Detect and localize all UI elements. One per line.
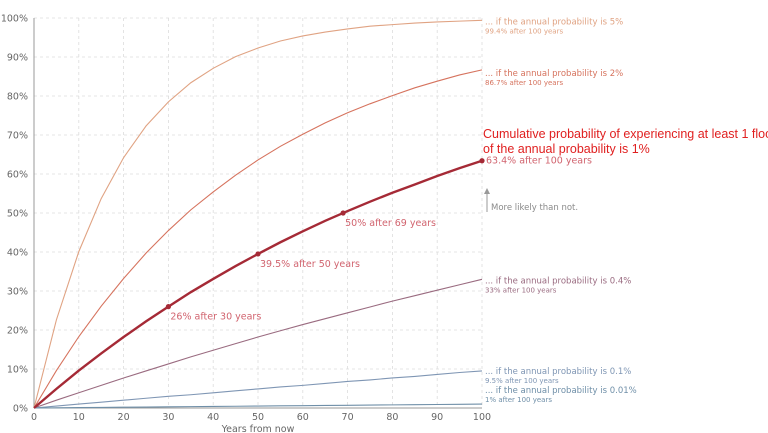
y-tick-label: 30% [7,287,28,298]
y-tick-label: 20% [7,326,28,337]
y-tick-label: 50% [7,209,28,220]
x-tick-label: 100 [473,412,491,423]
x-tick-label: 10 [73,412,85,423]
arrow-up-icon [484,188,490,194]
point-label: 26% after 30 years [170,312,261,323]
x-tick-label: 60 [297,412,309,423]
headline-line-1: Cumulative probability of experiencing a… [483,127,768,141]
series-line-3 [33,370,483,409]
x-tick-label: 40 [207,412,219,423]
y-tick-label: 90% [7,53,28,64]
point-label: 50% after 69 years [345,218,436,229]
x-tick-label: 70 [342,412,354,423]
series-layer [33,19,485,409]
y-tick-label: 100% [1,14,28,25]
series-sublabel-1pct: 63.4% after 100 years [486,156,592,167]
x-tick-label: 80 [386,412,398,423]
axis-layer: Years from now 0 10 20 30 40 50 60 70 80 90 100 0% 1… [1,14,491,433]
x-tick-label: 20 [118,412,130,423]
series-line-2 [33,278,483,409]
series-sublabel-4: 1% after 100 years [485,396,552,404]
series-sublabel-1: 86.7% after 100 years [485,79,563,87]
y-tick-label: 40% [7,248,28,259]
series-line-4 [33,403,483,409]
x-tick-label: 90 [431,412,443,423]
series-label-3: ... if the annual probability is 0.1% [485,367,631,377]
series-sublabel-2: 33% after 100 years [485,286,557,294]
series-line-1 [33,69,483,409]
x-tick-label: 0 [31,412,37,423]
x-tick-label: 30 [162,412,174,423]
headline-line-2: of the annual probability is 1% [483,142,650,156]
series-label-0: ... if the annual probability is 5% [485,17,623,27]
highlight-point [255,251,261,257]
y-tick-label: 70% [7,131,28,142]
y-tick-label: 0% [13,404,28,415]
x-tick-label: 50 [252,412,264,423]
series-label-4: ... if the annual probability is 0.01% [485,386,637,396]
point-label: 39.5% after 50 years [260,259,360,270]
more-likely-note: More likely than not. [491,203,578,213]
highlight-point [165,304,171,310]
highlight-point [340,210,346,216]
grid-layer [34,17,483,408]
x-axis-label: Years from now [221,424,295,433]
label-layer: Cumulative probability of experiencing a… [170,17,768,404]
series-sublabel-0: 99.4% after 100 years [485,27,563,35]
series-line-0 [33,19,483,409]
series-sublabel-3: 9.5% after 100 years [485,377,559,385]
series-label-1: ... if the annual probability is 2% [485,69,623,79]
series-label-2: ... if the annual probability is 0.4% [485,276,631,286]
highlight-point [479,158,485,164]
y-tick-label: 60% [7,170,28,181]
y-tick-label: 10% [7,365,28,376]
y-tick-label: 80% [7,92,28,103]
